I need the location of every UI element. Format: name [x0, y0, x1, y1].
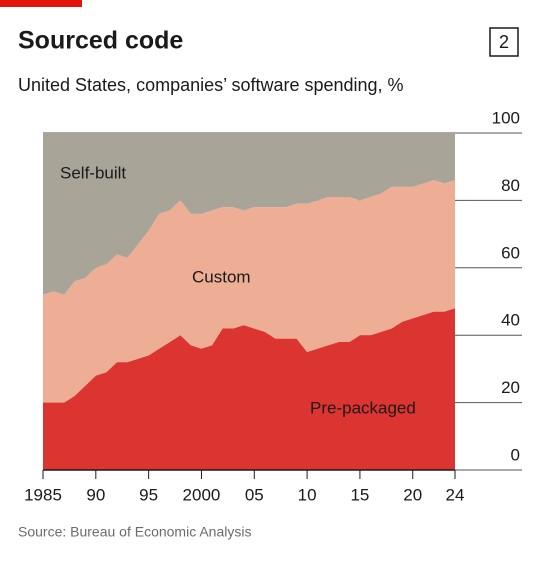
series-label: Custom [192, 267, 251, 286]
x-tick-label: 20 [403, 485, 422, 504]
x-tick-label: 24 [446, 485, 465, 504]
y-tick-label: 40 [501, 311, 520, 330]
x-tick-label: 95 [139, 485, 158, 504]
series-label: Pre-packaged [310, 398, 416, 417]
chart-subtitle: United States, companies’ software spend… [18, 75, 404, 95]
area [43, 133, 455, 295]
x-tick-label: 10 [298, 485, 317, 504]
y-tick-label: 20 [501, 378, 520, 397]
areas [43, 133, 455, 470]
x-tick-label: 15 [350, 485, 369, 504]
chart-title: Sourced code [18, 27, 183, 55]
x-tick-label: 1985 [24, 485, 62, 504]
x-tick-label: 05 [245, 485, 264, 504]
x-tick-label: 2000 [183, 485, 221, 504]
y-tick-label: 100 [492, 108, 520, 127]
accent-bar [0, 0, 82, 7]
badge: 2 [499, 32, 509, 52]
y-tick-label: 0 [511, 445, 520, 464]
axes: 0 20 40 60 80 100 Pre-packaged Custom Self-built… [24, 108, 520, 504]
y-tick-label: 60 [501, 243, 520, 262]
y-tick-label: 80 [501, 176, 520, 195]
badge-box [489, 27, 519, 57]
x-tick-label: 90 [86, 485, 105, 504]
area [43, 180, 455, 403]
source: Source: Bureau of Economic Analysis [18, 524, 251, 540]
series-label: Self-built [60, 163, 126, 182]
area [43, 308, 455, 470]
